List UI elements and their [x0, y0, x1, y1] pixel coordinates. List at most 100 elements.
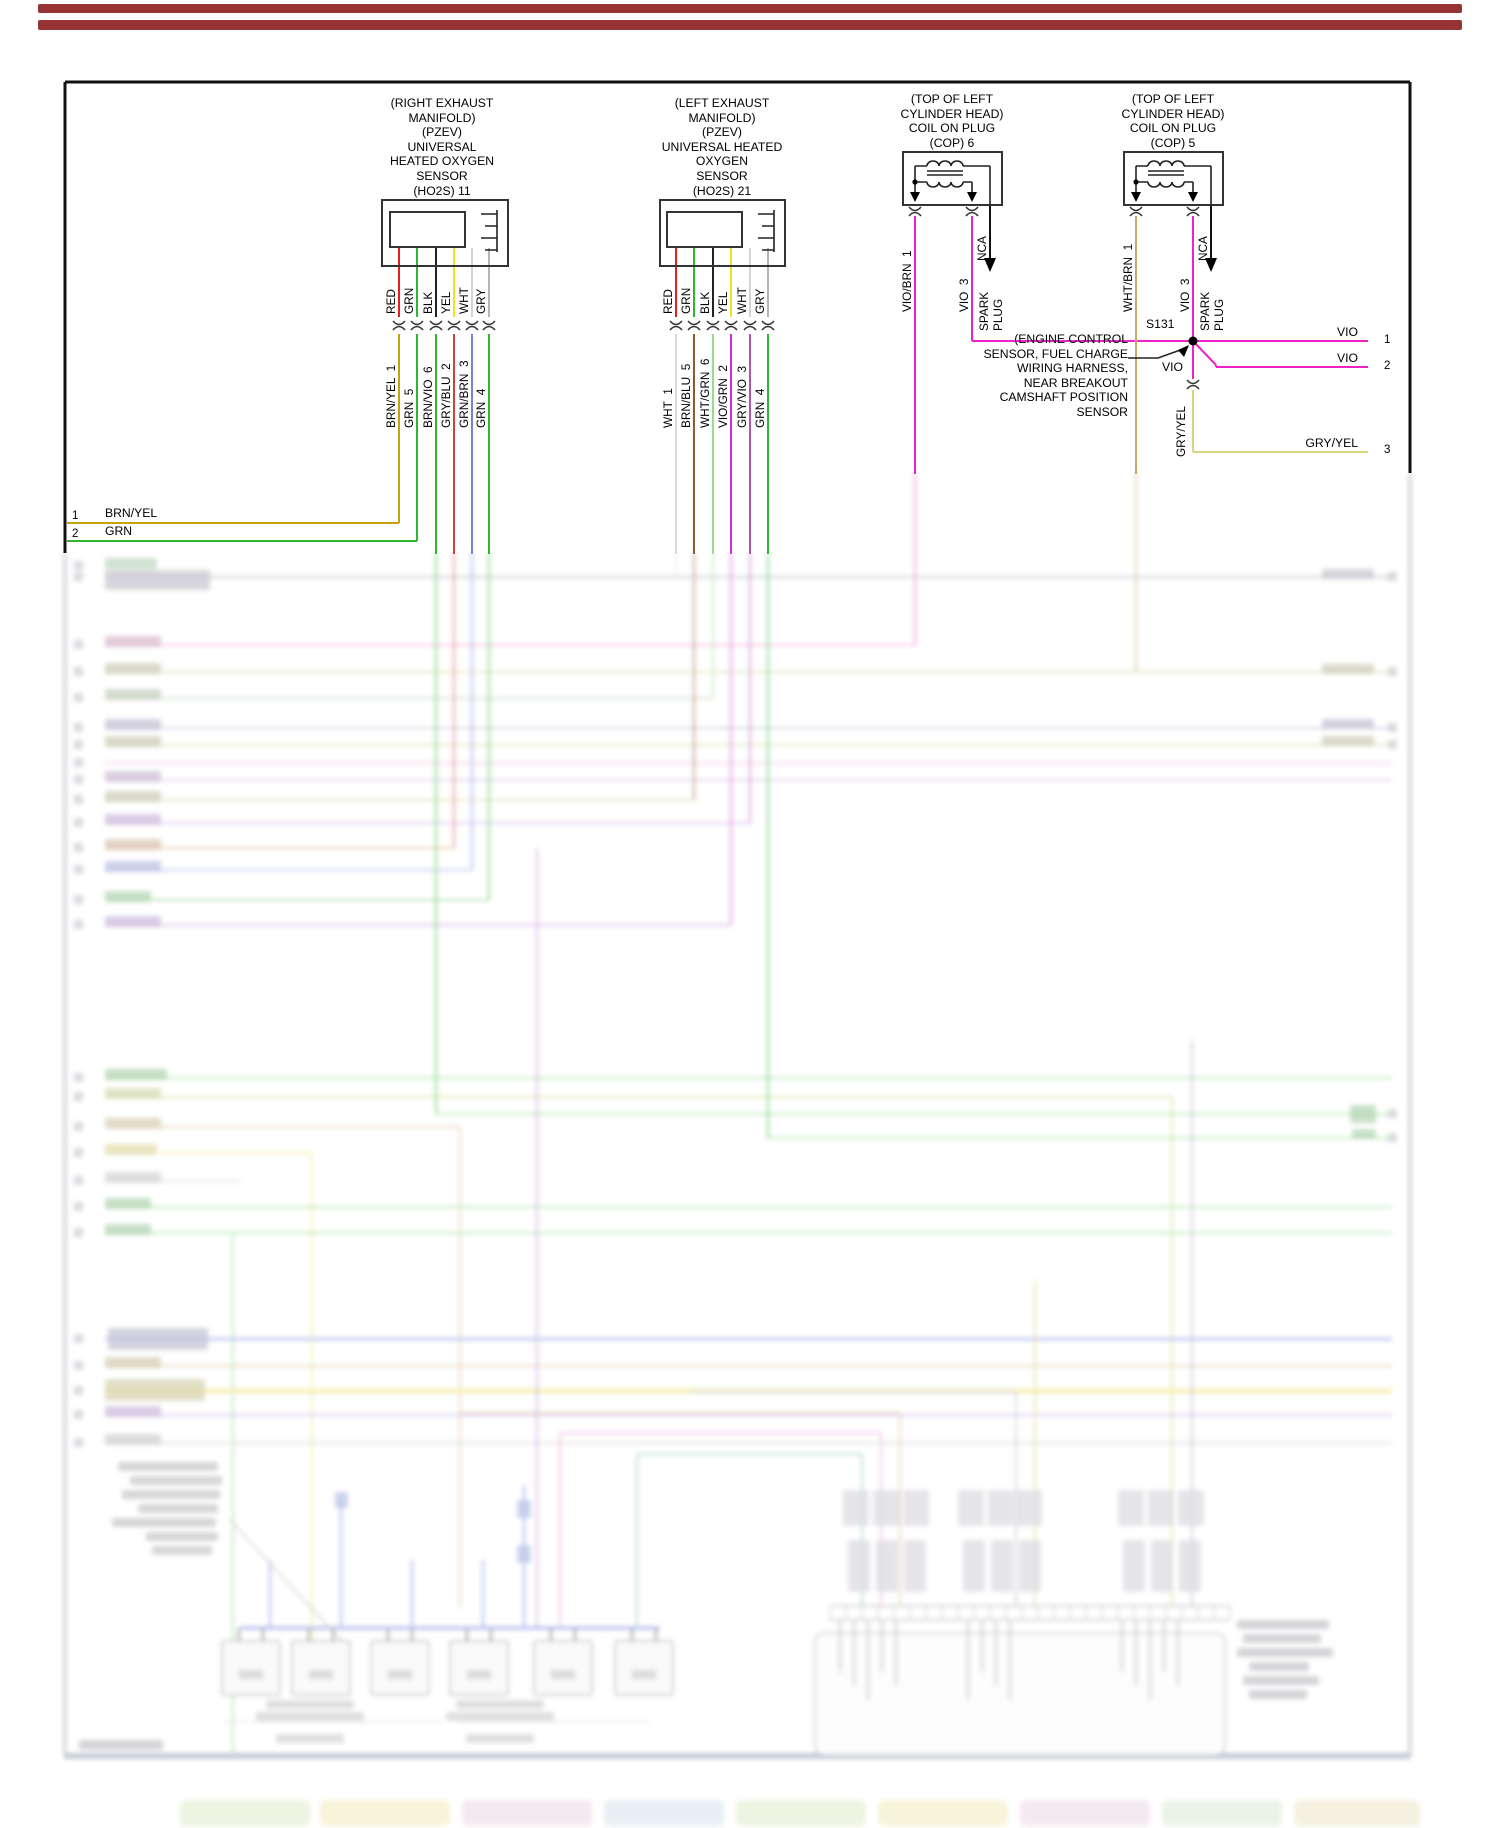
inline-connector-icon — [1186, 206, 1200, 212]
cop6-title: (TOP OF LEFT CYLINDER HEAD) COIL ON PLUG… — [900, 92, 1004, 150]
faded-pin-number — [74, 775, 83, 784]
faded-pin-number — [74, 640, 83, 649]
faded-label-blob — [1179, 1540, 1201, 1592]
faded-label-blob — [1350, 1105, 1376, 1123]
faded-label-blob — [105, 1224, 151, 1235]
faded-pin-number — [74, 1334, 83, 1343]
inline-connector-icon — [410, 325, 424, 331]
faded-label-blob — [105, 861, 161, 872]
injector-box — [533, 1640, 593, 1696]
faded-label-blob — [266, 1700, 354, 1709]
faded-label-blob — [112, 1518, 216, 1527]
faded-pin-number — [74, 1386, 83, 1395]
faded-pin-number — [1388, 572, 1397, 581]
inline-connector-icon — [724, 325, 738, 331]
faded-pin-number — [74, 865, 83, 874]
faded-label-blob — [1151, 1540, 1173, 1592]
faded-label-blob — [105, 570, 210, 590]
faded-pin-number — [74, 572, 83, 581]
faded-label-blob — [843, 1490, 869, 1526]
arrowhead-icon — [1131, 192, 1141, 202]
faded-label-blob — [256, 1712, 364, 1721]
component-glyph — [1135, 165, 1212, 205]
rotated-wire-label: WHT 1 — [661, 388, 675, 428]
faded-pin-number — [74, 1148, 83, 1157]
injector-box — [291, 1640, 351, 1696]
rotated-wire-label: GRY — [474, 288, 488, 314]
faded-pin-number — [74, 843, 83, 852]
faded-label-blob — [1322, 719, 1374, 729]
inline-connector-icon — [669, 320, 683, 326]
faded-pin-number — [74, 723, 83, 732]
faded-label-blob — [848, 1540, 870, 1592]
rotated-wire-label: RED — [661, 289, 675, 314]
bottom-band-blob — [1020, 1800, 1150, 1826]
faded-label-blob — [903, 1490, 929, 1526]
inline-connector-icon — [429, 325, 443, 331]
rotated-wire-label: GRY/VIO 3 — [735, 365, 749, 428]
bottom-band-blob — [320, 1800, 450, 1826]
rotated-wire-label: BRN/YEL 1 — [384, 364, 398, 428]
bottom-band-blob — [736, 1800, 866, 1826]
injector-label-blob — [309, 1670, 333, 1679]
component-glyph — [1147, 181, 1185, 188]
faded-pin-number — [74, 1176, 83, 1185]
rotated-wire-label: WHT/BRN 1 — [1121, 243, 1135, 312]
inline-connector-icon — [965, 206, 979, 212]
inline-connector-icon — [410, 320, 424, 326]
rotated-wire-label: YEL — [439, 291, 453, 314]
rotated-wire-label: WHT/GRN 6 — [698, 358, 712, 428]
faded-label-blob — [105, 1172, 161, 1183]
faded-label-blob — [105, 891, 151, 902]
left-pin1-wire-label: BRN/YEL — [105, 506, 158, 520]
component-box — [666, 211, 743, 248]
inline-connector-icon — [1129, 211, 1143, 217]
inline-connector-icon — [482, 320, 496, 326]
faded-pin-number — [74, 667, 83, 676]
inline-connector-icon — [482, 325, 496, 331]
rotated-wire-label: WHT — [457, 287, 471, 314]
injector-box — [449, 1640, 509, 1696]
arrowhead-icon — [910, 192, 920, 202]
faded-pin-number — [74, 795, 83, 804]
bottom-band-blob — [604, 1800, 724, 1826]
component-glyph — [758, 210, 775, 252]
inline-connector-icon — [465, 325, 479, 331]
inline-connector-icon — [706, 320, 720, 326]
faded-label-blob — [1322, 664, 1374, 674]
rotated-wire-label: VIO 3 — [1178, 278, 1192, 312]
rotated-wire-label: GRN 5 — [402, 388, 416, 428]
rotated-wire-label: NCA — [1196, 236, 1210, 261]
component-glyph — [1128, 347, 1187, 359]
faded-label-blob — [876, 1540, 898, 1592]
inline-connector-icon — [965, 211, 979, 217]
injector-label-blob — [388, 1670, 412, 1679]
left-pin2-number: 2 — [72, 528, 79, 540]
component-box — [1123, 151, 1224, 206]
rotated-wire-label: GRY — [753, 288, 767, 314]
rotated-wire-label: BRN/BLU 5 — [679, 363, 693, 428]
rotated-wire-label: VIO/GRN 2 — [716, 365, 730, 428]
inline-connector-icon — [669, 325, 683, 331]
faded-label-blob — [105, 636, 161, 647]
component-box — [659, 199, 786, 267]
injector-box — [614, 1640, 674, 1696]
faded-label-blob — [105, 1434, 161, 1445]
rotated-wire-label: YEL — [716, 291, 730, 314]
inline-connector-icon — [724, 320, 738, 326]
component-glyph — [1147, 160, 1185, 167]
inline-connector-icon — [392, 320, 406, 326]
faded-label-blob — [517, 1545, 531, 1563]
faded-label-blob — [988, 1490, 1014, 1526]
faded-pin-number — [74, 1438, 83, 1447]
bottom-band-blob — [180, 1800, 310, 1826]
faded-label-blob — [958, 1490, 984, 1526]
vio-branch1-label: VIO — [1337, 325, 1358, 339]
faded-label-blob — [873, 1490, 899, 1526]
faded-label-blob — [1123, 1540, 1145, 1592]
injector-label-blob — [239, 1670, 263, 1679]
faded-pin-number — [1388, 1133, 1397, 1142]
ho2s21-title: (LEFT EXHAUST MANIFOLD) (PZEV) UNIVERSAL… — [661, 96, 783, 198]
